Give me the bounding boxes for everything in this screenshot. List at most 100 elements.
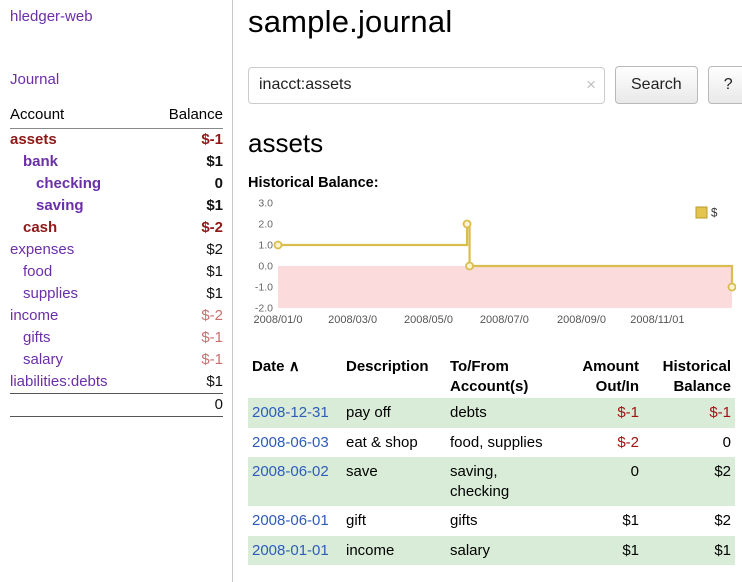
account-row: expenses $2 [10, 239, 223, 261]
date-link[interactable]: 2008-01-01 [252, 541, 329, 559]
chart-title: Historical Balance: [248, 175, 379, 191]
account-name-cell: bank [10, 151, 147, 173]
account-name-cell: cash [10, 217, 147, 239]
register-balance-cell: $2 [714, 463, 731, 480]
register-date-cell: 2008-06-03 [248, 428, 342, 458]
clear-search-icon[interactable]: × [586, 74, 596, 94]
register-amount-cell: $1 [622, 541, 639, 559]
x-tick-label: 2008/09/0 [557, 314, 606, 326]
register-amount-cell: 0 [630, 463, 639, 480]
register-header-date[interactable]: Date ∧ [248, 355, 342, 398]
account-balance: $1 [206, 285, 223, 302]
account-balance: $-1 [201, 131, 223, 148]
register-row: 2008-01-01 income salary $1 $1 [248, 535, 735, 565]
account-name-cell: gifts [10, 327, 147, 349]
account-link-income[interactable]: income [10, 307, 59, 324]
register-amount-cell: $-1 [617, 404, 639, 421]
register-description-cell: pay off [346, 404, 391, 421]
register-header-balance-line2: Balance [673, 377, 731, 395]
account-row: assets $-1 [10, 129, 223, 152]
accounts-table: Account Balance assets $-1 bank $1 checking 0… [10, 104, 223, 417]
account-balance: $2 [206, 241, 223, 258]
account-link-expenses[interactable]: expenses [10, 241, 75, 258]
register-accounts-cell: salary [450, 541, 491, 559]
brand-link[interactable]: hledger-web [10, 8, 93, 25]
account-link-checking[interactable]: checking [36, 175, 102, 192]
x-tick-label: 2008/01/0 [254, 314, 303, 326]
accounts-table-body: assets $-1 bank $1 checking 0 saving $1 cash $-2 e… [10, 129, 223, 394]
x-tick-label: 2008/05/0 [404, 314, 453, 326]
date-link[interactable]: 2008-12-31 [252, 404, 329, 421]
legend-label: $ [711, 208, 718, 220]
sort-ascending-icon: ∧ [288, 358, 300, 375]
account-link-liabilities-debts[interactable]: liabilities:debts [10, 373, 108, 390]
accounts-total-row: 0 [10, 393, 223, 417]
main-content: sample.journal × Search ? assets Histori… [233, 0, 742, 582]
account-balance: $1 [206, 373, 223, 390]
chart-marker [465, 261, 474, 271]
register-header-amount-line2: Out/In [595, 377, 639, 395]
account-name-cell: supplies [10, 283, 147, 305]
account-heading: assets [248, 128, 324, 158]
legend-swatch [695, 206, 708, 219]
account-link-saving[interactable]: saving [36, 197, 84, 214]
register-accounts-cell: saving, checking [450, 463, 510, 500]
register-balance-cell: $2 [714, 512, 731, 529]
chart-marker [273, 240, 283, 250]
account-row: bank $1 [10, 151, 223, 173]
register-description-cell: gift [346, 512, 367, 529]
register-accounts-cell: food, supplies [450, 433, 543, 451]
y-tick-label: 2.0 [258, 219, 273, 231]
register-header-amount-line1: Amount [582, 358, 639, 375]
account-balance: $-2 [201, 219, 223, 236]
account-link-supplies[interactable]: supplies [23, 285, 79, 302]
search-input[interactable] [248, 66, 605, 104]
sidebar-item-journal[interactable]: Journal [10, 71, 60, 88]
account-name-cell: liabilities:debts [10, 371, 147, 394]
account-link-gifts[interactable]: gifts [23, 329, 51, 346]
account-balance: 0 [214, 175, 223, 192]
account-name-cell: salary [10, 349, 147, 371]
register-description-cell: eat & shop [346, 433, 418, 451]
account-balance: $1 [206, 153, 223, 170]
account-link-cash[interactable]: cash [23, 219, 58, 236]
date-link[interactable]: 2008-06-01 [252, 512, 329, 529]
accounts-header-account: Account [10, 104, 147, 129]
register-amount-cell: $-2 [617, 433, 639, 451]
chart-marker [727, 282, 736, 292]
account-name-cell: expenses [10, 239, 147, 261]
y-tick-label: 0.0 [258, 261, 273, 273]
register-date-cell: 2008-06-02 [248, 457, 342, 506]
date-link[interactable]: 2008-06-03 [252, 433, 329, 451]
register-header-balance: Historical Balance [643, 355, 735, 398]
account-name-cell: assets [10, 129, 147, 152]
accounts-header-row: Account Balance [10, 104, 223, 129]
account-name-cell: income [10, 305, 147, 327]
account-balance: $1 [206, 263, 223, 280]
account-row: salary $-1 [10, 349, 223, 371]
register-header-date-label: Date [252, 358, 285, 375]
search-button[interactable]: Search [615, 66, 698, 104]
account-link-assets[interactable]: assets [10, 131, 57, 148]
account-row: liabilities:debts $1 [10, 371, 223, 394]
sidebar: hledger-web Journal Account Balance asse… [0, 0, 233, 582]
register-balance-cell: $1 [714, 541, 731, 559]
register-header-description-label: Description [346, 358, 429, 375]
help-button[interactable]: ? [707, 66, 742, 104]
account-balance: $-1 [201, 351, 223, 368]
register-header-amount: Amount Out/In [560, 355, 643, 398]
account-row: checking 0 [10, 173, 223, 195]
account-link-food[interactable]: food [23, 263, 53, 280]
y-tick-label: -1.0 [255, 282, 273, 294]
chart-marker [462, 219, 472, 229]
account-balance: $-1 [201, 329, 223, 346]
date-link[interactable]: 2008-06-02 [252, 463, 329, 480]
account-link-bank[interactable]: bank [23, 153, 59, 170]
register-row: 2008-06-01 gift gifts $1 $2 [248, 506, 735, 536]
register-balance-cell: 0 [722, 433, 731, 451]
x-tick-label: 2008/07/0 [480, 314, 529, 326]
account-name-cell: saving [10, 195, 147, 217]
account-link-salary[interactable]: salary [23, 351, 64, 368]
account-balance: $-2 [201, 307, 223, 324]
negative-region [278, 266, 732, 308]
